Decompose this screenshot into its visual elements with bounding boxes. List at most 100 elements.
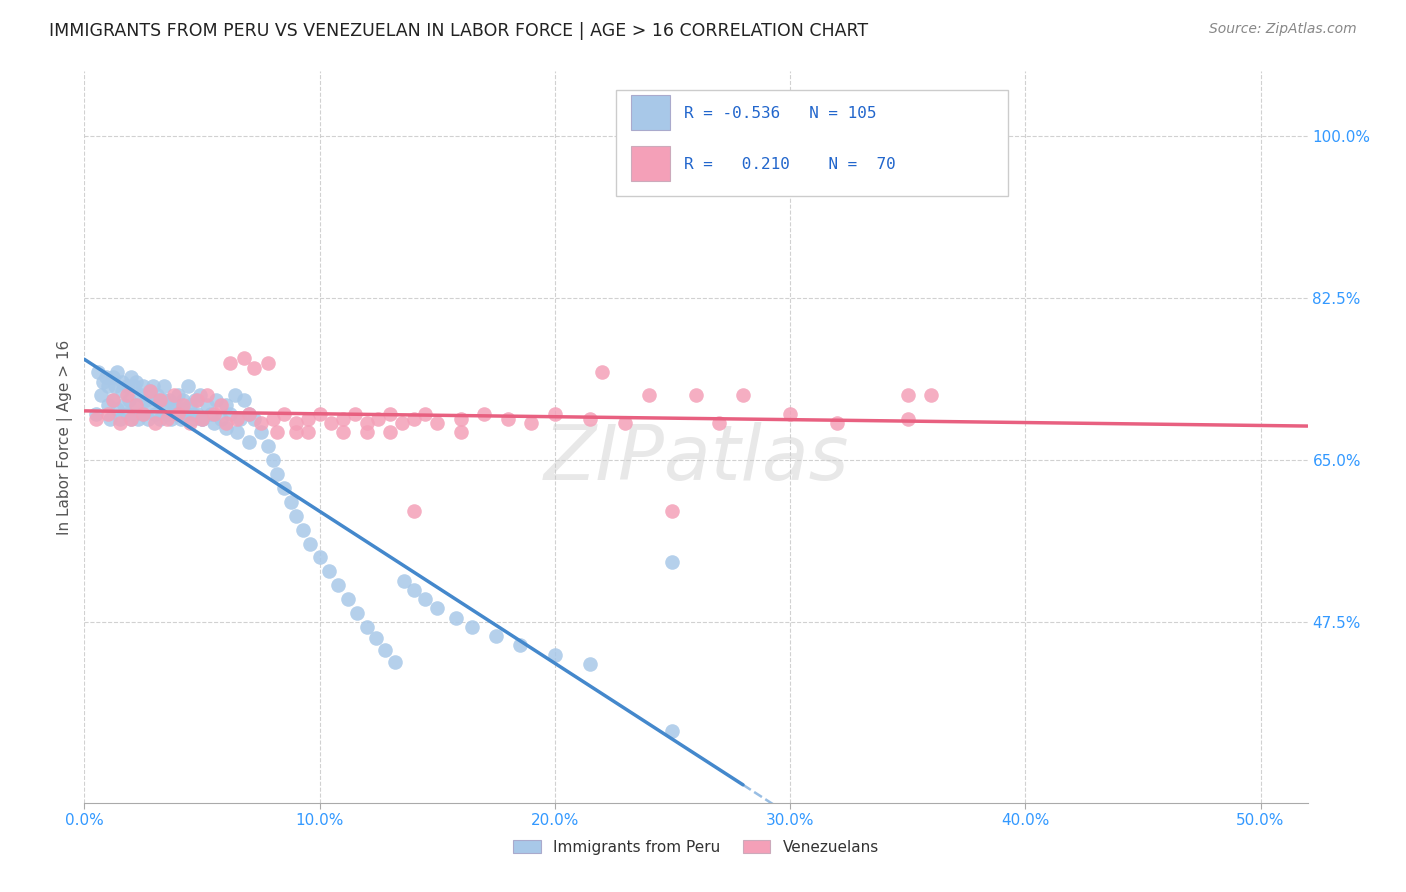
Point [591,365,613,379]
Point [219,356,242,370]
Point [426,416,449,430]
Point [391,416,413,430]
Point [297,425,319,440]
Point [402,582,425,597]
Point [661,555,683,569]
Point [160,411,183,425]
Bar [631,146,671,181]
Point [233,392,256,407]
Point [111,384,134,398]
Point [374,643,396,657]
Point [149,392,172,407]
Point [321,416,343,430]
Point [233,351,256,366]
Point [328,578,350,592]
Bar [631,95,671,130]
Point [343,407,366,421]
Point [297,411,319,425]
Point [172,402,194,417]
Point [346,606,368,620]
Point [146,392,169,407]
Point [356,416,378,430]
Point [209,398,232,412]
Point [188,388,211,402]
Point [897,411,920,425]
Point [496,411,519,425]
Point [242,411,264,425]
Point [356,425,378,440]
Point [191,411,214,425]
Point [238,407,260,421]
Point [202,407,225,421]
Point [709,416,731,430]
Point [266,425,288,440]
Point [139,398,162,412]
Point [280,495,302,509]
Point [127,411,149,425]
Point [186,407,208,421]
Point [101,392,124,407]
Point [132,379,155,393]
Point [125,375,148,389]
Point [170,411,193,425]
Point [115,379,138,393]
Point [897,388,920,402]
Point [118,392,141,407]
Point [98,411,121,425]
Point [167,388,190,402]
Point [202,416,225,430]
Point [132,407,155,421]
Point [472,407,495,421]
Point [184,392,207,407]
Point [426,601,449,615]
Point [292,523,315,537]
Point [163,388,186,402]
Y-axis label: In Labor Force | Age > 16: In Labor Force | Age > 16 [58,340,73,534]
Point [242,360,264,375]
Point [380,407,402,421]
Point [172,392,194,407]
Point [153,379,176,393]
Point [101,392,124,407]
Point [195,398,218,412]
Point [163,398,186,412]
Point [191,411,214,425]
Point [920,388,942,402]
Point [262,453,284,467]
Point [177,379,200,393]
Point [105,365,128,379]
Point [97,407,120,421]
Point [165,407,187,421]
Point [614,416,637,430]
Point [402,411,425,425]
Point [120,370,142,384]
Point [219,407,242,421]
Point [104,379,127,393]
Point [249,425,271,440]
Point [181,407,204,421]
Point [135,392,157,407]
Point [200,407,222,421]
Point [661,723,683,738]
Point [125,398,148,412]
Point [226,425,249,440]
Point [163,398,186,412]
Point [825,416,848,430]
Text: IMMIGRANTS FROM PERU VS VENEZUELAN IN LABOR FORCE | AGE > 16 CORRELATION CHART: IMMIGRANTS FROM PERU VS VENEZUELAN IN LA… [49,22,869,40]
FancyBboxPatch shape [616,90,1008,195]
Text: R = -0.536   N = 105: R = -0.536 N = 105 [683,105,876,120]
Point [364,631,387,645]
Point [367,411,389,425]
Point [87,365,110,379]
Point [238,434,260,449]
Point [129,388,152,402]
Point [214,416,236,430]
Point [402,504,425,518]
Point [108,416,131,430]
Point [779,407,801,421]
Text: Source: ZipAtlas.com: Source: ZipAtlas.com [1209,22,1357,37]
Point [115,407,138,421]
Point [195,388,218,402]
Point [156,411,179,425]
Point [336,592,359,607]
